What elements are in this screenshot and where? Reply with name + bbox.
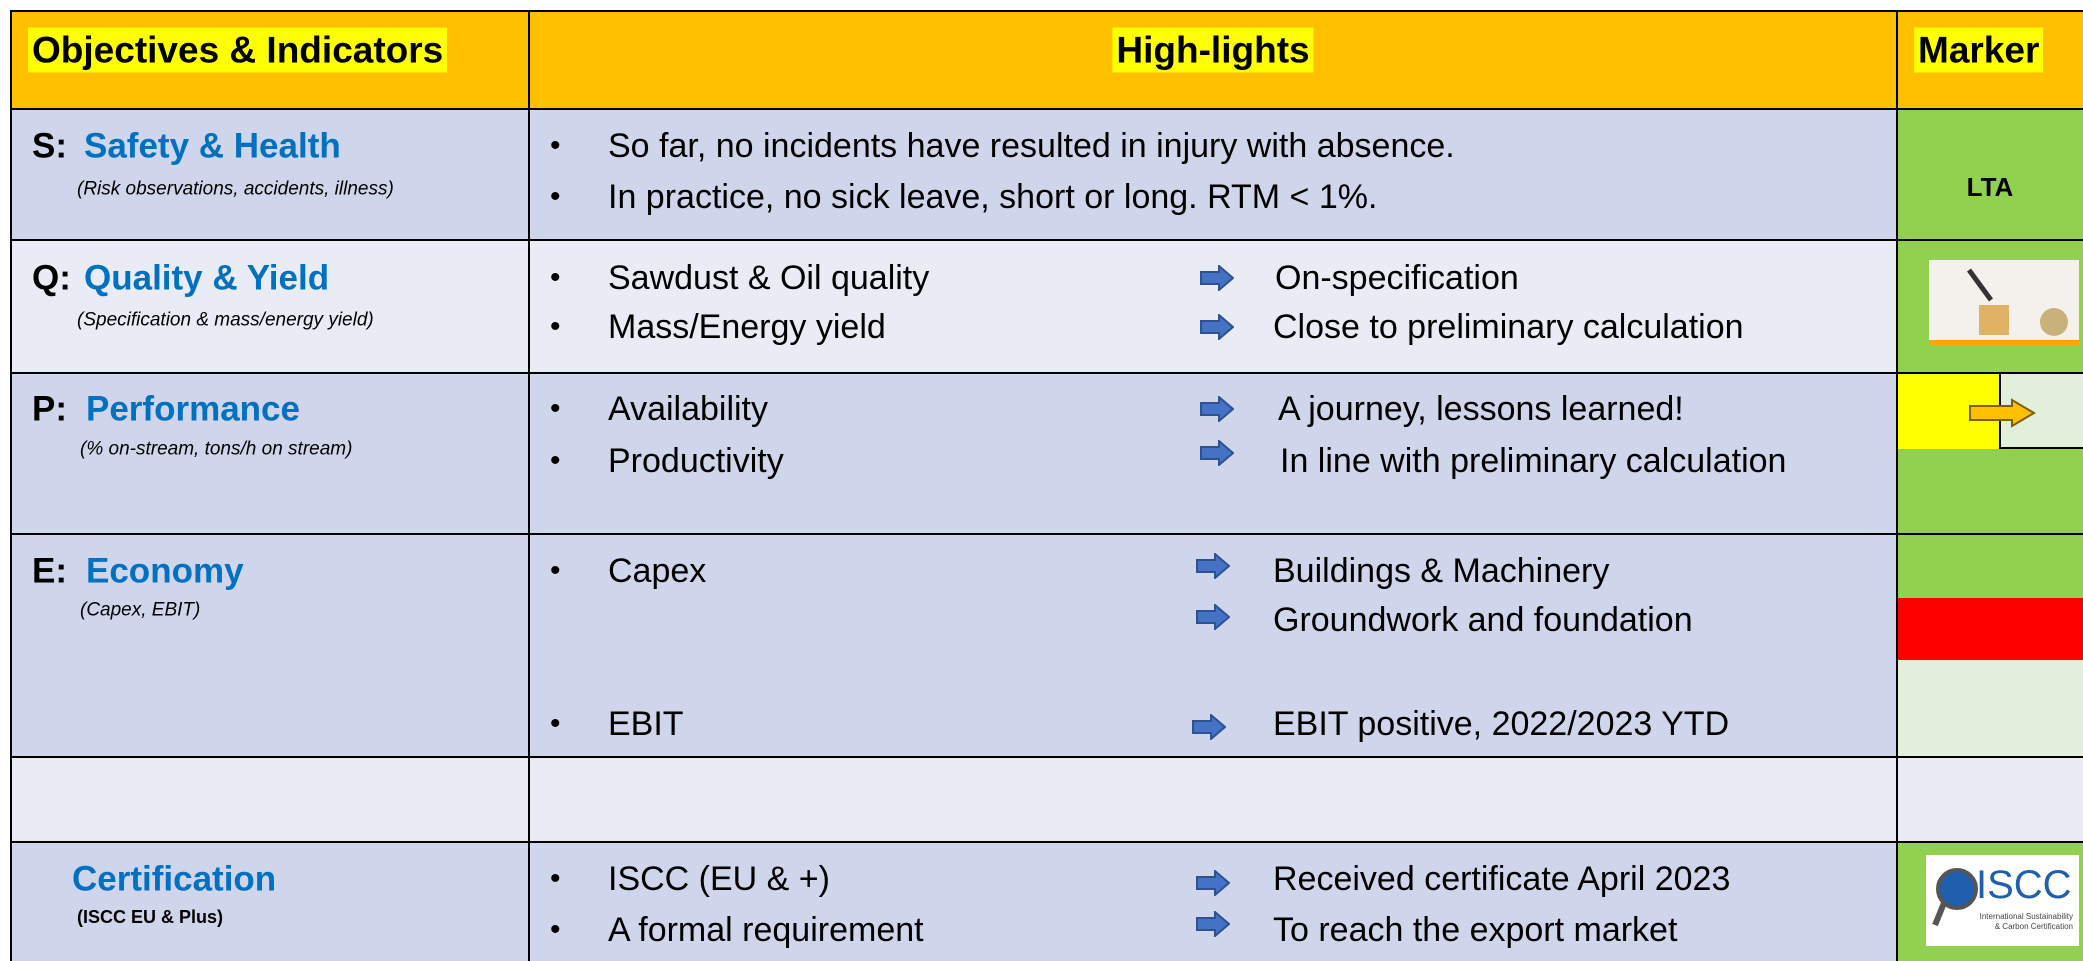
- bullet: •: [550, 707, 561, 740]
- marker-image: [1929, 260, 2079, 345]
- row-bg: [11, 757, 2083, 842]
- row-subtitle: (Capex, EBIT): [80, 599, 201, 621]
- arrow: [1196, 870, 1230, 896]
- row-subtitle: (Specification & mass/energy yield): [77, 309, 374, 331]
- result: EBIT positive, 2022/2023 YTD: [1273, 705, 1730, 743]
- row-bg: [11, 842, 1897, 961]
- bullet: •: [550, 261, 561, 294]
- row-title: Certification: [72, 859, 277, 899]
- arrow: [1200, 314, 1234, 340]
- row-bg: [11, 534, 1897, 757]
- arrow: [1196, 911, 1230, 937]
- item: ISCC (EU & +): [608, 860, 830, 898]
- item: Sawdust & Oil quality: [608, 259, 930, 297]
- result: Received certificate April 2023: [1273, 860, 1731, 898]
- marker-green: [1897, 534, 2083, 598]
- item: So far, no incidents have resulted in in…: [608, 127, 1455, 165]
- bullet: •: [550, 913, 561, 946]
- item: A formal requirement: [608, 911, 924, 949]
- border: [11, 533, 2083, 535]
- row-letter: E:: [32, 551, 67, 591]
- item: In practice, no sick leave, short or lon…: [608, 178, 1378, 216]
- bullet: •: [550, 554, 561, 587]
- logo-globe: [1932, 868, 1978, 927]
- result: To reach the export market: [1273, 911, 1678, 949]
- row-title: Quality & Yield: [84, 258, 330, 298]
- row-title: Performance: [86, 389, 300, 429]
- row-subtitle: (% on-stream, tons/h on stream): [80, 438, 353, 460]
- marker-arrow: [1969, 398, 2036, 428]
- result: On-specification: [1275, 259, 1519, 297]
- item: Availability: [608, 390, 769, 428]
- bullet: •: [550, 444, 561, 477]
- header-text: Objectives & Indicators: [28, 27, 448, 73]
- row-letter: P:: [32, 389, 67, 429]
- border: [1896, 10, 1898, 961]
- border: [11, 10, 2083, 12]
- row-subtitle: (ISCC EU & Plus): [77, 907, 224, 927]
- bullet: •: [550, 862, 561, 895]
- header-text: High-lights: [1112, 27, 1314, 73]
- result: Groundwork and foundation: [1273, 601, 1693, 639]
- item: Capex: [608, 552, 707, 590]
- border: [11, 108, 2083, 110]
- row-letter: Q:: [32, 258, 71, 298]
- item: EBIT: [608, 705, 684, 743]
- item: Productivity: [608, 442, 784, 480]
- border: [10, 10, 12, 961]
- border: [11, 239, 2083, 241]
- bullet: •: [550, 129, 561, 162]
- arrow: [1200, 440, 1234, 466]
- row-bg: [11, 373, 1897, 534]
- arrow: [1192, 714, 1226, 740]
- arrow: [1196, 553, 1230, 579]
- border: [11, 372, 2083, 374]
- border: [11, 841, 2083, 843]
- row-subtitle: (Risk observations, accidents, illness): [77, 178, 394, 200]
- logo-line: International Sustainability: [1979, 912, 2073, 921]
- bullet: •: [550, 392, 561, 425]
- marker-light: [1897, 660, 2083, 757]
- result: Buildings & Machinery: [1273, 552, 1610, 590]
- row-bg: [11, 240, 1897, 373]
- border: [528, 10, 530, 961]
- bullet: •: [550, 310, 561, 343]
- logo-box: ISCC International Sustainability & Carb…: [1926, 855, 2079, 946]
- arrow: [1200, 265, 1234, 291]
- marker-cell: [1897, 109, 2083, 240]
- row-title: Safety & Health: [84, 126, 341, 166]
- border: [11, 756, 2083, 758]
- arrow: [1196, 604, 1230, 630]
- row-bg: [11, 109, 1897, 240]
- bullet: •: [550, 180, 561, 213]
- result: Close to preliminary calculation: [1273, 308, 1744, 346]
- marker-green: [1897, 449, 2083, 534]
- result: In line with preliminary calculation: [1280, 442, 1787, 480]
- logo-name: ISCC: [1976, 863, 2072, 907]
- result: A journey, lessons learned!: [1278, 390, 1684, 428]
- row-letter: S:: [32, 126, 67, 166]
- row-title: Economy: [86, 551, 244, 591]
- marker-red: [1897, 598, 2083, 660]
- header-text: Marker: [1914, 27, 2044, 73]
- item: Mass/Energy yield: [608, 308, 886, 346]
- arrow: [1200, 396, 1234, 422]
- marker-text: LTA: [1966, 172, 2014, 202]
- logo-line: & Carbon Certification: [1994, 922, 2073, 931]
